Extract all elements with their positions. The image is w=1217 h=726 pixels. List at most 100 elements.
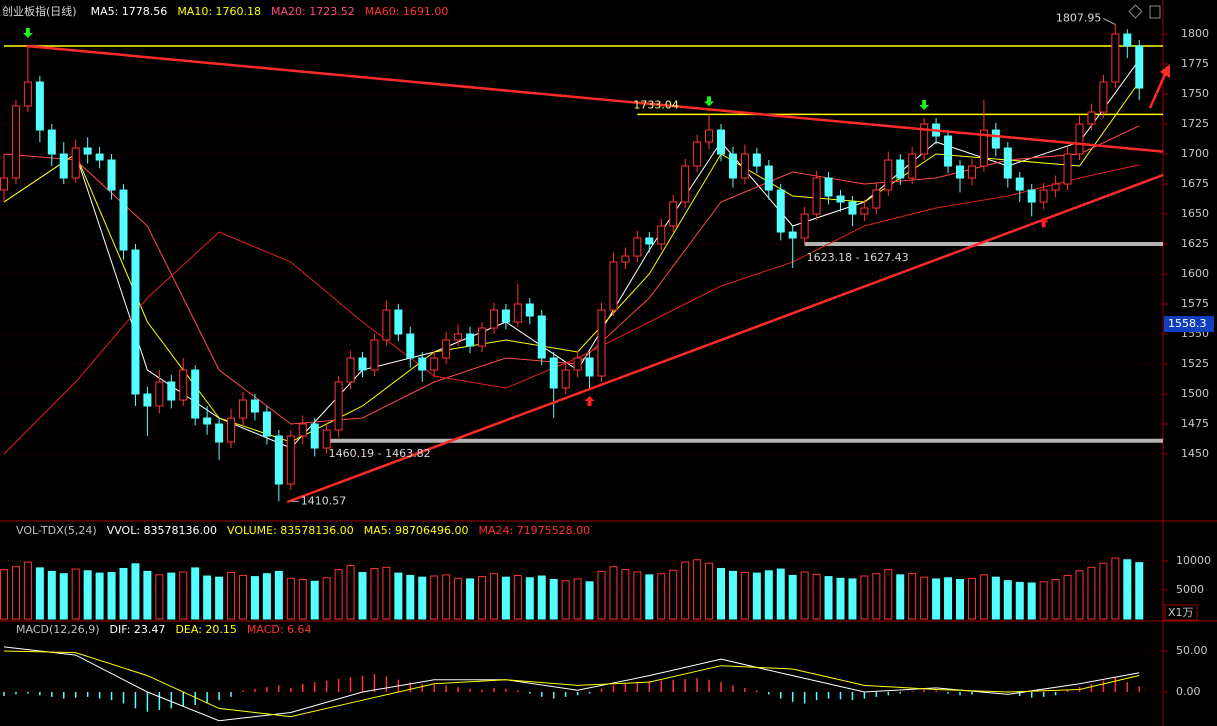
volume-bar [71,568,80,620]
candle-body [1111,33,1120,83]
volume-bar [131,563,140,620]
candle-body [35,81,44,131]
volume-bar [597,570,606,620]
volume-bar [585,581,594,620]
candle-body [681,165,690,203]
candle-body [1003,147,1012,179]
candle-body [669,201,678,227]
candle-body [478,327,486,347]
candle-body [286,435,295,485]
candle-body [693,141,702,167]
candle-body [203,417,212,425]
candle-body [884,159,893,191]
candle-body [1135,45,1144,89]
volume-bar [418,576,427,620]
volume-bar [513,574,522,620]
volume-bar [119,567,128,620]
y-tick-label: 1625 [1181,237,1209,250]
candle-body [191,369,200,419]
candle-body [501,309,510,323]
trend-arrow-head [1160,64,1170,78]
header-label: VVOL: 83578136.00 [107,524,217,537]
candle-body [394,309,403,335]
candle-body [370,339,379,371]
volume-bar [298,579,307,620]
candle-body [274,435,283,485]
candle-body [812,177,821,215]
candle-body [1027,189,1036,203]
candle-body [896,159,905,179]
header-label: MACD(12,26,9) [16,623,100,636]
volume-bar [191,567,200,620]
candle-body [489,309,498,329]
volume-bar [705,562,714,620]
annotation: 1733.04 [633,98,679,111]
header-label: DIF: 23.47 [110,623,166,636]
volume-bar [764,570,773,620]
volume-bar [179,571,188,620]
candle-body [11,105,20,179]
marker-arrow [1038,217,1049,228]
y-tick-label: 1725 [1181,117,1209,130]
candle-body [143,393,152,407]
candle-body [728,153,737,179]
y-tick-label: 1675 [1181,177,1209,190]
volume-bar [537,575,546,620]
annotation: 1623.18 - 1627.43 [807,251,909,264]
candle-body [131,249,140,395]
candle-body [167,381,176,401]
candle-body [848,201,857,215]
volume-bar [286,577,295,620]
volume-bar [59,573,68,620]
volume-bar [884,569,893,620]
candle-body [382,309,391,341]
volume-bar [1027,582,1036,620]
candle-body [418,357,427,371]
y-tick-label: 5000 [1176,583,1204,596]
y-tick-label: 1700 [1181,147,1209,160]
volume-bar [1039,581,1048,620]
volume-bar [35,567,44,620]
volume-bar [501,576,510,620]
volume-bar [370,567,379,620]
candle-body [920,123,929,155]
candle-body [788,231,797,239]
marker-arrow [584,396,595,407]
candle-body [800,213,809,239]
candle-body [609,261,618,311]
volume-bar [609,566,618,620]
candle-body [561,369,570,389]
volume-bar [143,570,152,620]
candle-body [513,303,522,323]
window-icon[interactable] [1149,5,1161,19]
candle-body [47,129,56,155]
volume-bar [561,580,570,620]
trend-line [26,44,1164,153]
candle-body [717,129,725,155]
candle-body [215,423,224,443]
volume-bar [800,571,809,620]
volume-bar [920,576,929,620]
annotation: 1460.19 - 1463.82 [329,447,431,460]
volume-bar [1099,562,1108,620]
volume-bar [657,573,666,620]
candle-body [860,207,869,215]
volume-bar [1123,559,1132,620]
candle-body [239,399,247,419]
candle-body [262,411,271,437]
candle-body [776,189,785,233]
candle-body [1075,123,1084,155]
trend-arrow [1148,69,1169,109]
volume-bar [466,578,475,620]
marker-arrow [919,100,930,111]
annotation: 1807.95 [1056,11,1102,24]
window-icon[interactable] [1128,4,1143,19]
volume-bar [956,579,964,620]
candle-body [250,399,259,413]
candle-body [645,237,654,245]
marker-arrow [22,28,33,39]
price-tag-label: 1558.3 [1168,317,1207,330]
header-label: MA5: 98706496.00 [364,524,469,537]
candle-body [836,195,845,203]
